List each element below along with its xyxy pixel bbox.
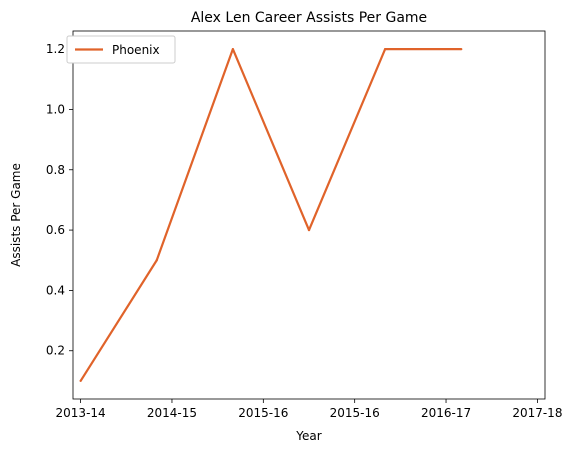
data-point	[308, 229, 310, 231]
data-point	[460, 48, 462, 50]
y-tick-label: 0.8	[46, 163, 65, 177]
y-tick-label: 0.2	[46, 344, 65, 358]
y-axis-ticks: 0.2 0.4 0.6 0.8 1.0 1.2	[46, 42, 73, 358]
data-point	[384, 48, 386, 50]
data-point	[232, 48, 234, 50]
legend: Phoenix	[67, 36, 175, 63]
x-axis-ticks: 2013-14 2014-15 2015-16 2015-16 2016-17 2017-…	[56, 399, 563, 420]
data-point	[80, 380, 82, 382]
x-tick-label: 2016-17	[421, 406, 471, 420]
y-tick-label: 0.6	[46, 223, 65, 237]
y-axis-label: Assists Per Game	[9, 163, 23, 267]
y-tick-label: 0.4	[46, 283, 65, 297]
y-tick-label: 1.2	[46, 42, 65, 56]
x-tick-label: 2013-14	[56, 406, 106, 420]
plot-area	[73, 31, 545, 399]
x-axis-label: Year	[295, 429, 321, 443]
x-tick-label: 2015-16	[238, 406, 288, 420]
data-point	[156, 259, 158, 261]
x-tick-label: 2017-18	[512, 406, 562, 420]
x-tick-label: 2015-16	[330, 406, 380, 420]
legend-label: Phoenix	[112, 43, 160, 57]
y-tick-label: 1.0	[46, 102, 65, 116]
x-tick-label: 2014-15	[147, 406, 197, 420]
chart-title: Alex Len Career Assists Per Game	[191, 10, 427, 26]
